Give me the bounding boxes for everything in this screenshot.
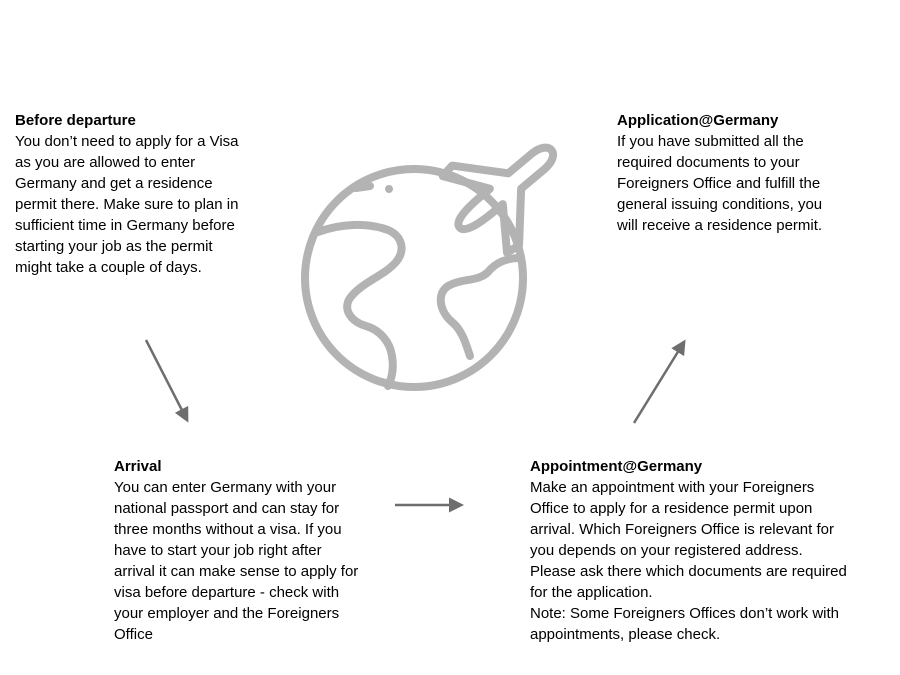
step-text: You don’t need to apply for a Visa as yo… [15,133,239,276]
globe-dot [385,185,393,193]
globe-continent-right [436,254,524,360]
step-text: You can enter Germany with your national… [114,479,359,643]
globe-outline [301,165,527,391]
step-appointment: Appointment@Germany Make an appointment … [530,456,890,645]
globe-dash [352,182,374,192]
step-arrival: Arrival You can enter Germany with your … [114,456,404,645]
globe-continent-left [314,220,406,390]
step-text: If you have submitted all the required d… [617,133,823,234]
arrow-before-to-arrival [144,339,189,423]
step-title: Appointment@Germany [530,458,703,475]
step-title: Application@Germany [617,112,779,129]
step-application: Application@Germany If you have submitte… [617,110,887,236]
arrow-appointment-to-application [632,339,686,424]
step-text: Make an appointment with your Foreigners… [530,479,847,643]
globe-with-airplane-icon [301,143,558,391]
airplane-icon [438,143,558,257]
step-title: Before departure [15,112,136,129]
step-title: Arrival [114,458,162,475]
step-before-departure: Before departure You don’t need to apply… [15,110,285,278]
